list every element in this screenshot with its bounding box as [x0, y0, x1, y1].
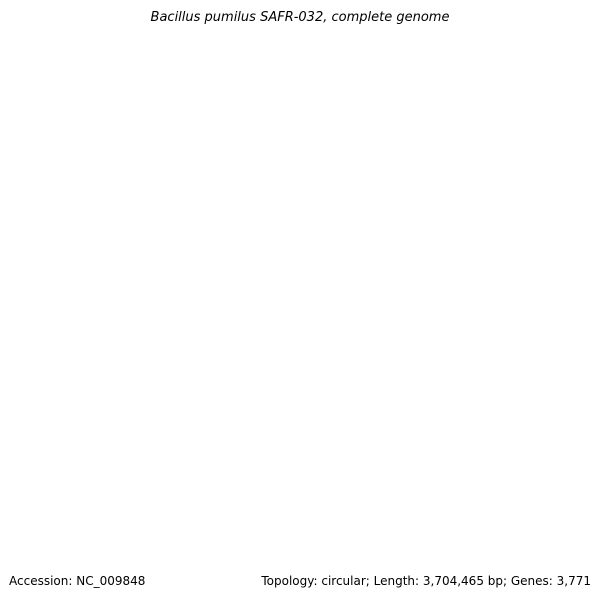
page-title: Bacillus pumilus SAFR-032, complete geno… — [150, 10, 450, 25]
genome-summary-text: Topology: circular; Length: 3,704,465 bp… — [261, 574, 591, 588]
accession-text: Accession: NC_009848 — [9, 574, 146, 588]
